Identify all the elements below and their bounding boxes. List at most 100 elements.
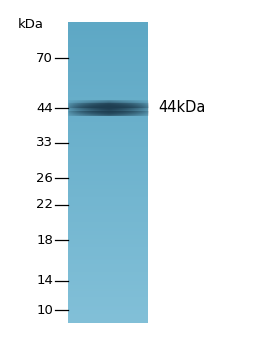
Bar xyxy=(140,106,141,107)
Bar xyxy=(68,185,148,186)
Bar xyxy=(68,129,148,130)
Bar xyxy=(97,108,98,109)
Bar xyxy=(143,111,145,112)
Bar xyxy=(116,112,117,113)
Bar xyxy=(102,112,104,113)
Bar xyxy=(147,106,149,107)
Bar xyxy=(101,105,103,106)
Bar xyxy=(146,114,147,115)
Bar xyxy=(93,106,94,107)
Bar xyxy=(86,113,87,114)
Bar xyxy=(145,114,146,115)
Bar xyxy=(118,114,120,115)
Bar xyxy=(91,111,92,112)
Bar xyxy=(93,101,94,102)
Bar xyxy=(68,239,148,241)
Bar xyxy=(74,112,75,113)
Bar xyxy=(127,110,128,111)
Bar xyxy=(134,101,135,102)
Bar xyxy=(134,104,135,105)
Bar xyxy=(124,115,126,116)
Bar xyxy=(128,114,129,115)
Bar xyxy=(72,113,74,114)
Bar xyxy=(68,302,148,304)
Bar xyxy=(127,101,128,102)
Bar xyxy=(88,111,90,112)
Bar xyxy=(119,103,121,104)
Bar xyxy=(74,106,75,107)
Bar xyxy=(85,101,86,102)
Bar xyxy=(72,114,74,115)
Bar xyxy=(68,56,148,58)
Bar xyxy=(73,109,74,110)
Bar xyxy=(110,102,111,103)
Bar xyxy=(144,106,145,107)
Bar xyxy=(72,115,74,116)
Bar xyxy=(86,112,87,113)
Bar xyxy=(88,100,90,101)
Bar xyxy=(93,102,94,103)
Bar xyxy=(107,102,109,103)
Bar xyxy=(129,115,130,116)
Bar xyxy=(109,110,110,111)
Bar xyxy=(101,101,103,102)
Bar xyxy=(83,106,85,107)
Bar xyxy=(80,102,81,103)
Bar xyxy=(93,100,94,101)
Bar xyxy=(70,112,72,113)
Bar xyxy=(126,108,128,109)
Bar xyxy=(126,109,128,110)
Bar xyxy=(96,109,98,110)
Bar xyxy=(130,104,132,105)
Bar xyxy=(89,110,91,111)
Bar xyxy=(68,268,148,270)
Bar xyxy=(122,110,123,111)
Bar xyxy=(134,100,135,101)
Bar xyxy=(68,219,148,220)
Bar xyxy=(101,109,103,110)
Bar xyxy=(141,111,143,112)
Bar xyxy=(68,124,148,125)
Bar xyxy=(71,107,73,108)
Bar xyxy=(70,112,72,113)
Bar xyxy=(68,242,148,244)
Bar xyxy=(73,110,74,111)
Bar xyxy=(90,115,92,116)
Bar xyxy=(112,100,114,101)
Bar xyxy=(145,106,146,107)
Bar xyxy=(69,105,70,106)
Bar xyxy=(72,101,74,102)
Bar xyxy=(90,101,92,102)
Bar xyxy=(100,106,102,107)
Bar xyxy=(98,109,99,110)
Bar xyxy=(91,101,92,102)
Bar xyxy=(77,103,79,104)
Bar xyxy=(68,308,148,309)
Bar xyxy=(89,101,91,102)
Bar xyxy=(133,115,134,116)
Bar xyxy=(132,101,133,102)
Bar xyxy=(93,100,94,101)
Bar xyxy=(112,106,114,107)
Bar xyxy=(103,106,104,107)
Bar xyxy=(118,100,120,101)
Bar xyxy=(74,109,75,110)
Bar xyxy=(128,115,129,116)
Bar xyxy=(129,105,130,106)
Bar xyxy=(83,105,85,106)
Bar xyxy=(98,104,99,105)
Bar xyxy=(117,114,118,115)
Bar xyxy=(100,112,102,113)
Bar xyxy=(133,110,134,111)
Bar xyxy=(89,114,91,115)
Bar xyxy=(100,109,102,110)
Bar xyxy=(79,101,80,102)
Bar xyxy=(92,102,93,103)
Bar xyxy=(68,136,148,137)
Bar xyxy=(68,120,148,122)
Bar xyxy=(129,114,130,115)
Bar xyxy=(82,113,84,114)
Bar xyxy=(68,191,148,192)
Bar xyxy=(89,112,91,113)
Bar xyxy=(92,104,93,105)
